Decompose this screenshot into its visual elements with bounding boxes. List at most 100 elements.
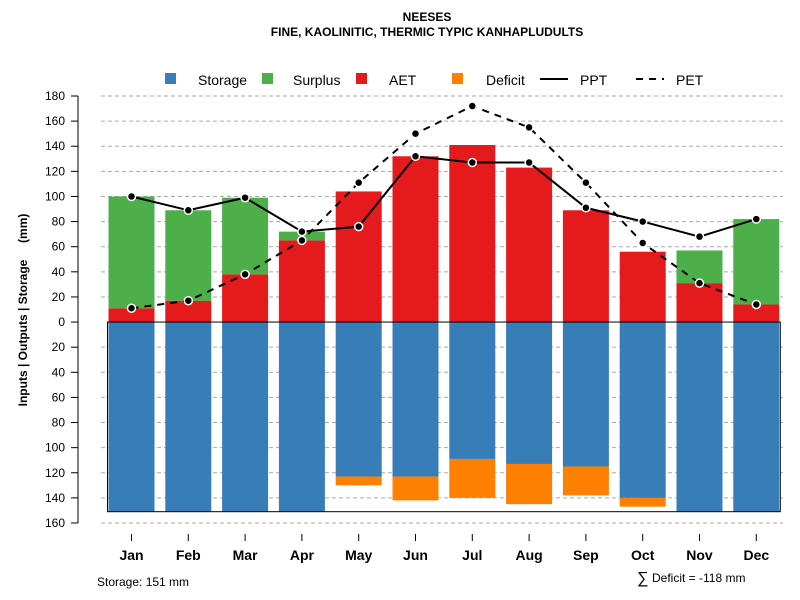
- storage-bar: [222, 322, 269, 512]
- deficit-bar: [335, 476, 382, 486]
- x-tick-label: Sep: [573, 547, 599, 563]
- pet-point: [126, 303, 137, 313]
- legend-storage-swatch: [165, 73, 176, 84]
- pet-point: [183, 295, 194, 306]
- x-tick-label: Jan: [119, 547, 143, 563]
- ppt-point: [751, 214, 762, 224]
- aet-bar: [165, 300, 212, 323]
- storage-bar: [278, 322, 325, 512]
- storage-annotation: Storage: 151 mm: [97, 575, 189, 589]
- y-tick-label: 20: [52, 290, 66, 304]
- legend-deficit-label: Deficit: [486, 72, 525, 88]
- surplus-bar: [222, 197, 269, 275]
- y-tick-label: 180: [45, 89, 65, 103]
- y-axis-label: Inputs | Outputs | Storage (mm): [16, 214, 30, 407]
- pet-point: [353, 177, 364, 188]
- surplus-bar: [676, 250, 723, 284]
- legend-storage-label: Storage: [198, 72, 247, 88]
- y-tick-label: 40: [52, 265, 66, 279]
- y-tick-label: 160: [45, 114, 65, 128]
- ppt-line: [131, 155, 757, 238]
- ppt-point: [524, 157, 534, 168]
- x-tick-label: Mar: [233, 547, 258, 563]
- storage-bar: [335, 322, 382, 477]
- deficit-bar: [619, 497, 666, 507]
- y-tick-label: 0: [58, 315, 65, 329]
- y-tick-label: 60: [52, 390, 66, 404]
- legend-pet-label: PET: [676, 72, 704, 88]
- deficit-annotation: Deficit = -118 mm: [652, 571, 745, 585]
- storage-bar: [449, 322, 496, 459]
- y-tick-label: 80: [52, 215, 66, 229]
- ppt-point: [353, 221, 364, 232]
- surplus-bar: [165, 210, 212, 301]
- x-tick-label: Jun: [403, 547, 428, 563]
- storage-bar: [165, 322, 212, 512]
- y-tick-label: 40: [52, 365, 66, 379]
- deficit-sum-symbol: ∑: [637, 570, 648, 587]
- chart-subtitle: FINE, KAOLINITIC, THERMIC TYPIC KANHAPLU…: [271, 25, 583, 39]
- legend-surplus-label: Surplus: [293, 72, 340, 88]
- legend-aet-label: AET: [389, 72, 417, 88]
- surplus-bar: [108, 196, 155, 309]
- aet-bar: [733, 304, 780, 323]
- ppt-point: [126, 191, 137, 202]
- aet-bar: [619, 251, 666, 323]
- y-tick-label: 80: [52, 416, 66, 430]
- storage-bar: [392, 322, 439, 477]
- legend: Storage Surplus AET Deficit PPT PET: [165, 72, 704, 88]
- y-tick-label: 60: [52, 240, 66, 254]
- x-tick-label: Oct: [631, 547, 655, 563]
- pet-point: [524, 122, 534, 133]
- legend-deficit-swatch: [452, 73, 463, 84]
- storage-bar: [562, 322, 609, 467]
- aet-bar: [222, 274, 269, 323]
- pet-point: [637, 238, 648, 248]
- x-tick-label: May: [345, 547, 372, 563]
- storage-bar: [619, 322, 666, 498]
- y-tick-label: 100: [45, 441, 65, 455]
- ppt-point: [694, 231, 705, 242]
- pet-line: [131, 104, 757, 310]
- y-tick-label: 120: [45, 466, 65, 480]
- aet-bar: [676, 283, 723, 323]
- ppt-point: [637, 216, 648, 227]
- storage-bar: [676, 322, 723, 512]
- y-tick-label: 120: [45, 164, 65, 178]
- pet-point: [467, 101, 478, 111]
- storage-bar: [506, 322, 553, 464]
- pet-point: [581, 177, 591, 188]
- surplus-bar: [733, 219, 780, 305]
- grid-lines: [101, 95, 783, 524]
- deficit-bar: [506, 463, 553, 505]
- aet-bar: [335, 191, 382, 323]
- aet-bar: [449, 144, 496, 323]
- y-tick-label: 20: [52, 340, 66, 354]
- x-tick-label: Nov: [686, 547, 713, 563]
- pet-point: [694, 278, 705, 288]
- ppt-point: [297, 226, 307, 237]
- aet-bar: [278, 240, 325, 323]
- deficit-bar: [562, 466, 609, 496]
- x-tick-label: Jul: [462, 547, 482, 563]
- ppt-point: [240, 192, 250, 203]
- ppt-point: [581, 203, 591, 213]
- bars: [107, 144, 781, 513]
- storage-bar: [108, 322, 155, 512]
- legend-aet-swatch: [356, 73, 367, 84]
- x-tick-label: Feb: [176, 547, 201, 563]
- x-tick-label: Dec: [743, 547, 769, 563]
- aet-bar: [108, 308, 155, 323]
- legend-surplus-swatch: [262, 73, 273, 84]
- aet-bar: [506, 167, 553, 323]
- legend-ppt-label: PPT: [580, 72, 608, 88]
- axes: 180 160 140 120 100 80 60 40 20 0 20 40 60 80 100 120 14…: [45, 89, 769, 563]
- x-tick-label: Aug: [515, 547, 542, 563]
- x-tick-label: Apr: [290, 547, 315, 563]
- chart-title: NEESES: [403, 10, 452, 24]
- ppt-point: [183, 205, 194, 216]
- pet-point: [240, 269, 250, 280]
- y-tick-label: 100: [45, 189, 65, 203]
- pet-point: [297, 235, 307, 246]
